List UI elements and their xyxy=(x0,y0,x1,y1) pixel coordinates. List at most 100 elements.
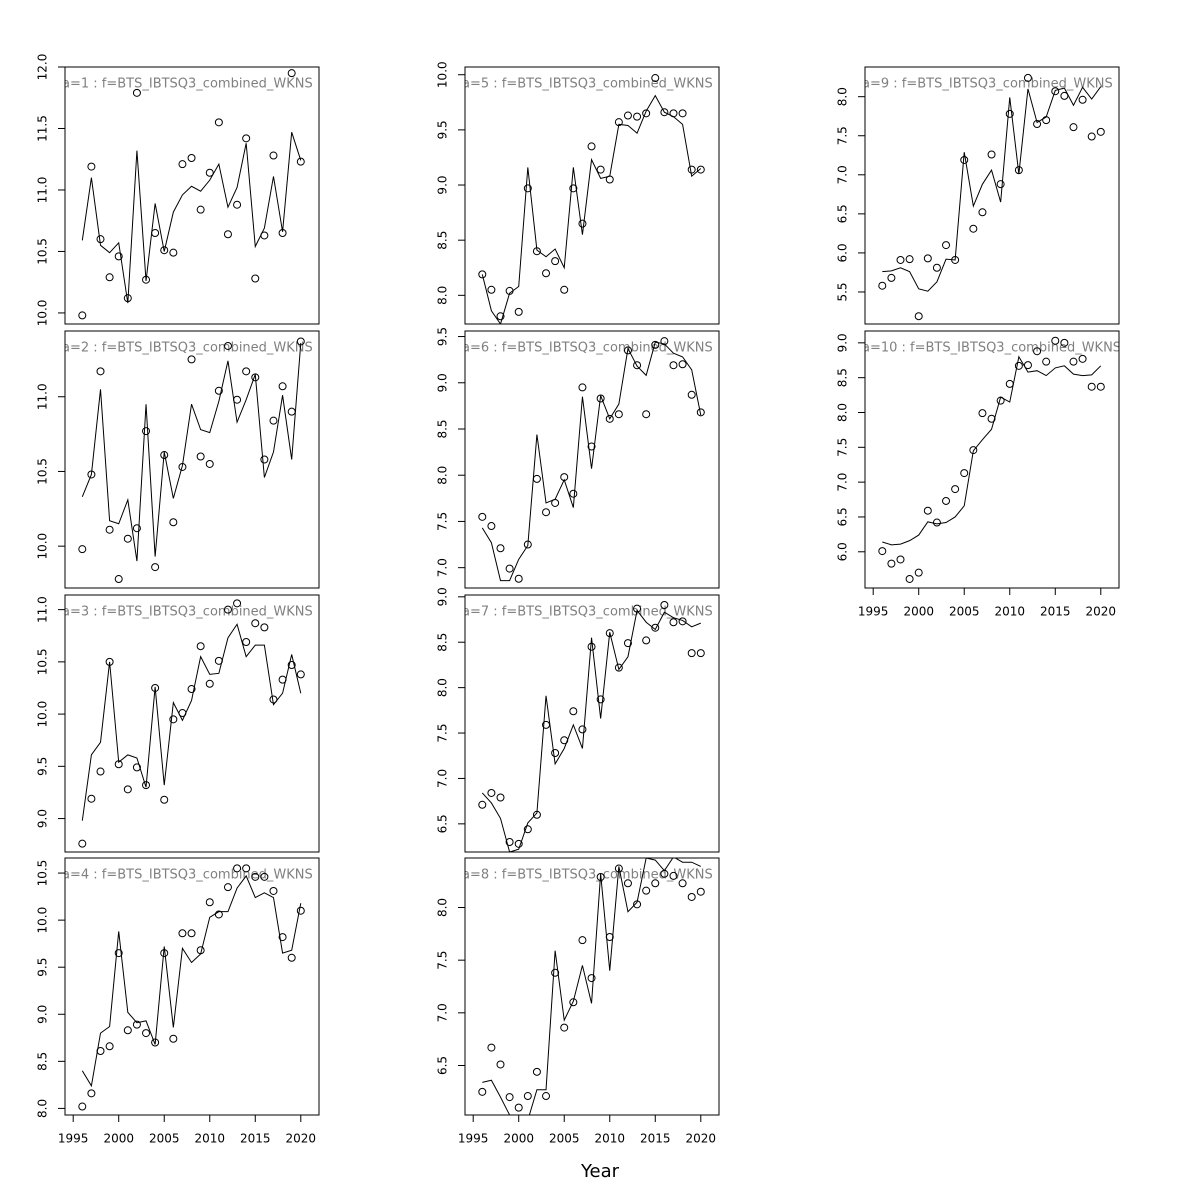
y-tick-label: 6.0 xyxy=(836,542,850,561)
y-tick-label: 10.0 xyxy=(36,533,50,560)
observed-point xyxy=(678,360,687,369)
y-tick-label: 7.0 xyxy=(836,165,850,184)
observed-point xyxy=(233,599,242,608)
plot-frame xyxy=(864,330,1120,589)
observed-point xyxy=(560,473,569,482)
observed-point xyxy=(551,257,560,266)
observed-point xyxy=(614,864,623,873)
observed-point xyxy=(233,864,242,873)
observed-point xyxy=(978,208,987,217)
observed-point xyxy=(1096,127,1105,136)
observed-point xyxy=(169,1034,178,1043)
observed-point xyxy=(532,247,541,256)
observed-point xyxy=(1014,166,1023,175)
observed-point xyxy=(260,231,269,240)
y-tick-label: 9.5 xyxy=(436,327,450,346)
observed-point xyxy=(887,273,896,282)
observed-point xyxy=(587,974,596,983)
x-tick-label: 2010 xyxy=(994,605,1025,619)
observed-point xyxy=(96,1046,105,1055)
observed-point xyxy=(160,451,169,460)
observed-point xyxy=(214,386,223,395)
observed-point xyxy=(114,252,123,261)
observed-point xyxy=(205,898,214,907)
y-tick-label: 11.5 xyxy=(36,115,50,142)
observed-point xyxy=(1033,120,1042,129)
observed-point xyxy=(905,255,914,264)
y-tick-label: 10.0 xyxy=(36,907,50,934)
observed-point xyxy=(151,683,160,692)
observed-point xyxy=(269,886,278,895)
panel-title: a=9 : f=BTS_IBTSQ3_combined_WKNS xyxy=(862,77,1113,92)
observed-point xyxy=(1033,347,1042,356)
observed-point xyxy=(969,224,978,233)
observed-point xyxy=(151,563,160,572)
y-tick-label: 9.5 xyxy=(436,120,450,139)
observed-point xyxy=(260,872,269,881)
y-tick-label: 10.5 xyxy=(36,860,50,887)
observed-point xyxy=(942,496,951,505)
observed-point xyxy=(169,715,178,724)
observed-point xyxy=(96,235,105,244)
observed-point xyxy=(287,660,296,669)
y-tick-label: 7.0 xyxy=(436,1003,450,1022)
observed-point xyxy=(242,134,251,143)
observed-point xyxy=(142,781,151,790)
observed-point xyxy=(678,879,687,888)
y-tick-label: 6.5 xyxy=(436,1056,450,1075)
observed-point xyxy=(878,281,887,290)
x-tick-label: 2020 xyxy=(286,1132,317,1146)
observed-point xyxy=(269,151,278,160)
observed-point xyxy=(523,825,532,834)
y-tick-label: 10.0 xyxy=(436,61,450,88)
observed-point xyxy=(123,1026,132,1035)
observed-point xyxy=(542,720,551,729)
y-tick-label: 10.5 xyxy=(36,649,50,676)
observed-point xyxy=(123,294,132,303)
observed-point xyxy=(542,1092,551,1101)
fitted-line xyxy=(81,132,302,304)
y-tick-label: 11.0 xyxy=(36,177,50,204)
y-tick-label: 7.5 xyxy=(836,126,850,145)
panel-title: a=2 : f=BTS_IBTSQ3_combined_WKNS xyxy=(62,341,313,356)
observed-point xyxy=(223,230,232,239)
observed-point xyxy=(696,408,705,417)
observed-point xyxy=(996,180,1005,189)
observed-point xyxy=(923,254,932,263)
observed-point xyxy=(660,108,669,117)
panel-title: a=1 : f=BTS_IBTSQ3_combined_WKNS xyxy=(62,77,313,92)
observed-point xyxy=(678,617,687,626)
y-tick-label: 8.0 xyxy=(836,87,850,106)
observed-point xyxy=(251,619,260,628)
observed-point xyxy=(569,184,578,193)
observed-point xyxy=(578,725,587,734)
observed-point xyxy=(987,150,996,159)
observed-point xyxy=(96,767,105,776)
observed-point xyxy=(505,286,514,295)
y-tick-label: 7.5 xyxy=(436,512,450,531)
x-tick-label: 2000 xyxy=(103,1132,134,1146)
y-tick-label: 6.5 xyxy=(836,204,850,223)
panel-title: a=5 : f=BTS_IBTSQ3_combined_WKNS xyxy=(462,77,713,92)
observed-point xyxy=(687,165,696,174)
observed-point xyxy=(160,949,169,958)
observed-point xyxy=(505,838,514,847)
plot-frame xyxy=(64,66,320,325)
observed-point xyxy=(523,184,532,193)
y-tick-label: 7.5 xyxy=(836,438,850,457)
observed-point xyxy=(242,367,251,376)
y-tick-label: 7.0 xyxy=(436,558,450,577)
observed-point xyxy=(96,367,105,376)
observed-point xyxy=(551,968,560,977)
observed-point xyxy=(1069,357,1078,366)
observed-point xyxy=(132,88,141,97)
y-tick-label: 12.0 xyxy=(36,54,50,81)
observed-point xyxy=(560,1023,569,1032)
observed-point xyxy=(478,1087,487,1096)
observed-point xyxy=(1005,109,1014,118)
observed-point xyxy=(642,109,651,118)
observed-point xyxy=(569,707,578,716)
observed-point xyxy=(614,118,623,127)
observed-point xyxy=(623,639,632,648)
fitted-line xyxy=(882,86,1102,292)
